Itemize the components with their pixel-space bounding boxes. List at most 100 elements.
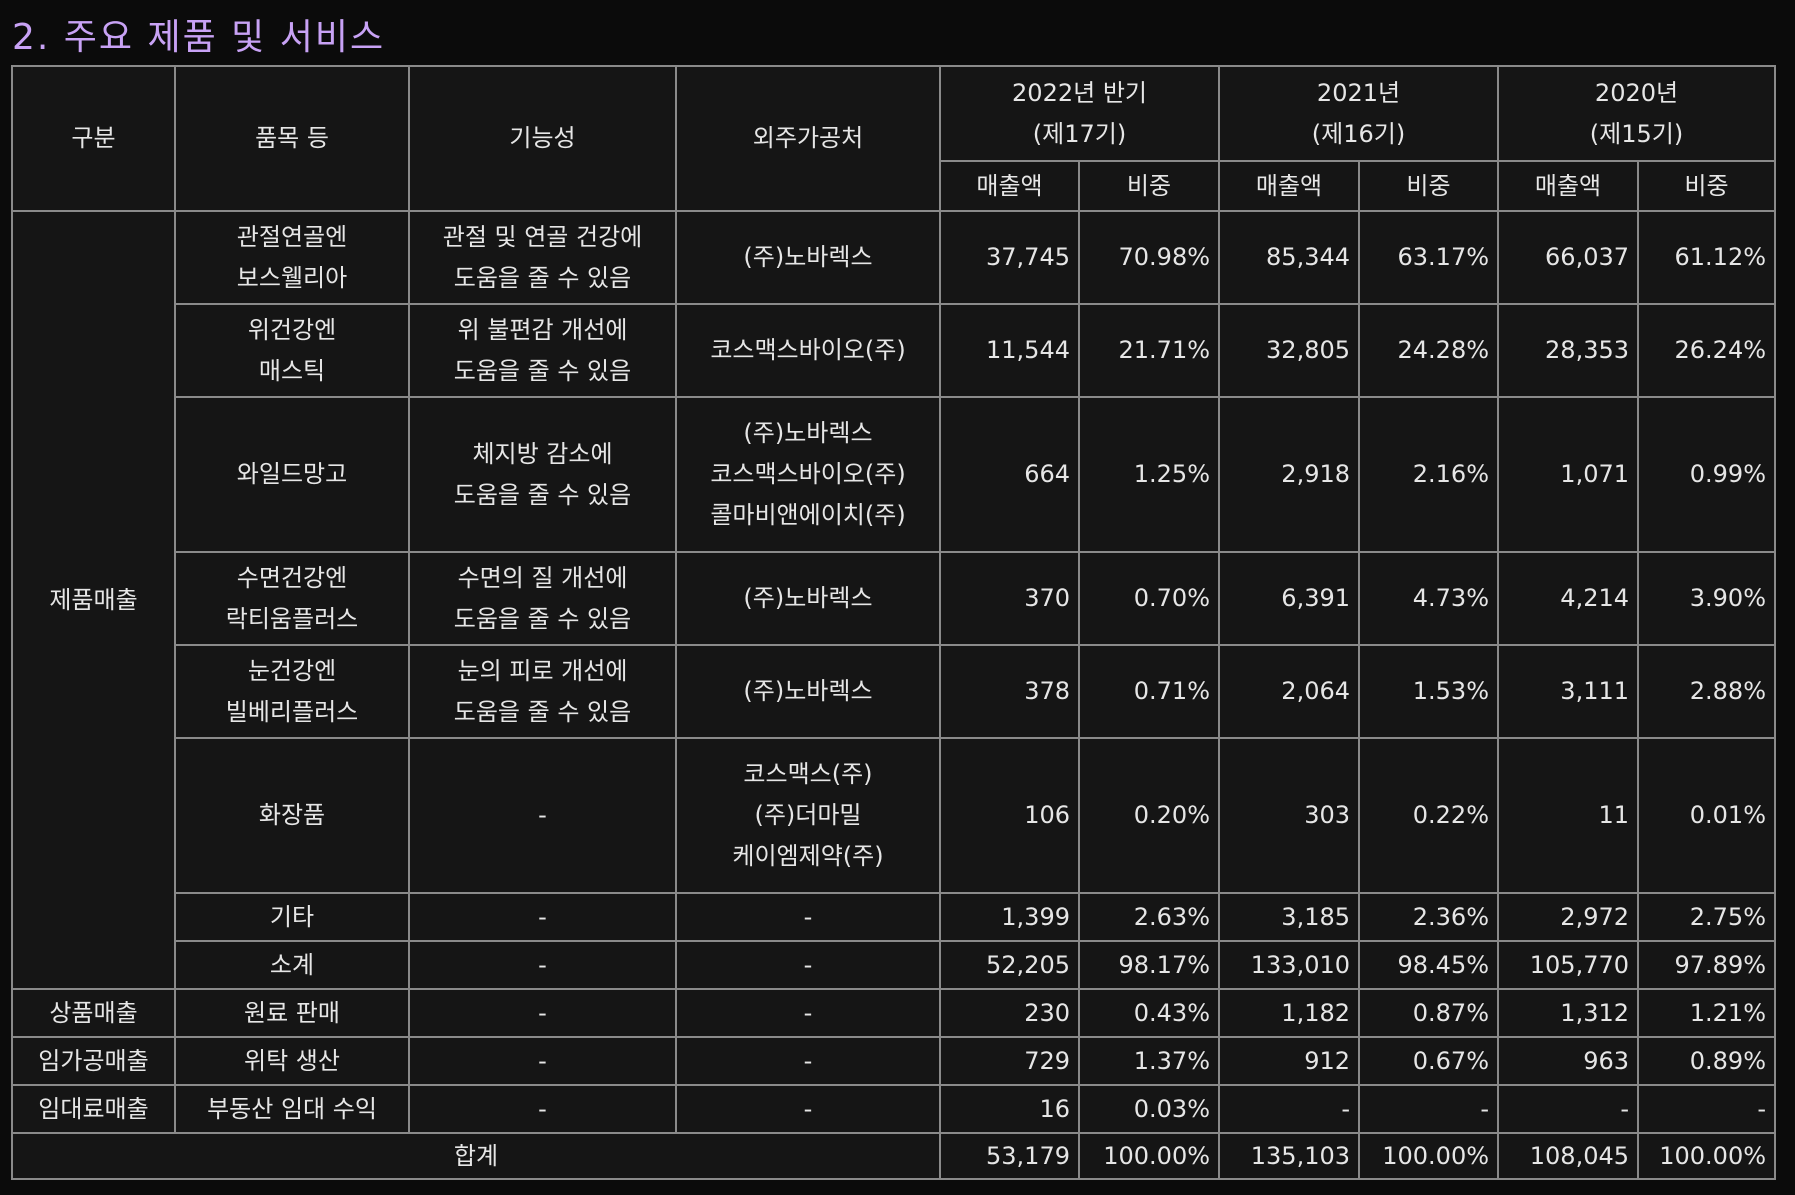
value-cell: 0.22% [1358,737,1500,894]
value-cell: 98.17% [1077,940,1221,990]
function-cell-line: - [538,950,547,979]
value-cell: 4.73% [1358,551,1500,646]
value-cell: 32,805 [1218,303,1361,398]
value-cell: 0.03% [1077,1084,1221,1134]
item-cell: 원료 판매 [174,988,410,1038]
function-cell-line: 도움을 줄 수 있음 [453,697,632,726]
value-cell: 0.67% [1358,1036,1500,1086]
function-cell: - [408,1036,677,1086]
header-cell: 품목 등 [174,65,410,212]
group-cell: 상품매출 [11,988,176,1038]
function-cell-line: 관절 및 연골 건강에 [442,222,643,251]
data-row: 임가공매출 위탁 생산 - - 729 1.37% 912 0.67% 963 0.89% [11,1036,1777,1086]
vendor-cell-line: - [803,950,813,979]
vendor-cell: - [675,1036,941,1086]
function-cell-line: 위 불편감 개선에 [457,315,628,344]
value-cell: 1.53% [1358,644,1500,739]
value-cell: - [1218,1084,1361,1134]
function-cell: - [408,1084,677,1134]
value-cell: 52,205 [939,940,1080,990]
data-row: 수면건강엔 락티움플러스 수면의 질 개선에 도움을 줄 수 있음 (주)노바렉스 370… [12,551,1777,646]
value-cell: 11,544 [939,303,1080,398]
value-cell: 1,071 [1497,396,1640,553]
value-cell: 70.98% [1077,210,1221,305]
product-table: 구분 품목 등 기능성 외주가공처 2022년 반기 (제17기) 2021년 (제16기) 2… [11,65,1777,1180]
function-cell-line: 눈의 피로 개선에 [457,656,628,685]
column-header: 비중 [1077,160,1221,212]
value-cell: 2.63% [1077,892,1221,942]
value-cell: 26.24% [1637,303,1777,398]
value-cell: 2,972 [1497,892,1640,942]
function-cell: - [408,988,677,1038]
item-cell: 수면건강엔 락티움플러스 [174,551,410,646]
total-row: 합계 53,179 100.00% 135,103 100.00% 108,045 100.… [11,1132,1777,1180]
total-value: 100.00% [1358,1132,1500,1180]
column-header: 비중 [1358,160,1500,212]
value-cell: 1,312 [1497,988,1640,1038]
data-row: 화장품 - 코스맥스(주) (주)더마밀 케이엠제약(주) 106 0.20% 303 0.22… [12,737,1777,894]
value-cell: 105,770 [1497,940,1640,990]
vendor-cell: (주)노바렉스 [675,210,941,305]
value-cell: 4,214 [1497,551,1640,646]
vendor-cell: (주)노바렉스 코스맥스바이오(주) 콜마비앤에이치(주) [675,396,941,553]
header-cell: 기능성 [408,65,677,212]
value-cell: 0.70% [1077,551,1221,646]
value-cell: - [1497,1084,1640,1134]
total-label: 합계 [11,1132,941,1180]
item-cell-line: 소계 [269,950,315,979]
column-header: 매출액 [1218,160,1361,212]
vendor-cell-line: 코스맥스(주) [743,760,873,788]
item-cell-line: 위탁 생산 [244,1046,340,1075]
header-row: 구분 품목 등 기능성 외주가공처 2022년 반기 (제17기) 2021년 (제16기) 2… [11,65,1777,212]
vendor-cell-line: 코스맥스바이오(주) [710,460,906,488]
data-row: 눈건강엔 빌베리플러스 눈의 피로 개선에 도움을 줄 수 있음 (주)노바렉스 378 0… [12,644,1777,739]
group-cell: 임가공매출 [11,1036,176,1086]
value-cell: 963 [1497,1036,1640,1086]
item-cell: 위건강엔 매스틱 [174,303,410,398]
item-cell-line: 화장품 [258,801,326,829]
header-cell: 구분 [11,65,176,212]
item-cell: 소계 [174,940,410,990]
item-cell-line: 원료 판매 [244,998,340,1027]
value-cell: 37,745 [939,210,1080,305]
group-cell: 임대료매출 [11,1084,176,1134]
vendor-cell-line: (주)노바렉스 [743,677,873,705]
title: 2. 주요 제품 및 서비스 [12,17,386,58]
value-cell: 2,918 [1218,396,1361,553]
value-cell: 303 [1218,737,1361,894]
value-cell: 0.43% [1077,988,1221,1038]
value-cell: 729 [939,1036,1080,1086]
item-cell-line: 보스웰리아 [236,263,348,292]
value-cell: 0.01% [1637,737,1777,894]
function-cell-line: - [538,1094,547,1123]
item-cell-line: 부동산 임대 수익 [207,1094,377,1123]
total-value: 53,179 [939,1132,1080,1180]
vendor-cell: - [675,1084,941,1134]
value-cell: 2.88% [1637,644,1777,739]
item-cell-line: 락티움플러스 [225,604,359,633]
total-value: 108,045 [1497,1132,1640,1180]
value-cell: 2,064 [1218,644,1361,739]
value-cell: 2.16% [1358,396,1500,553]
value-cell: 66,037 [1497,210,1640,305]
value-cell: 1.25% [1077,396,1221,553]
function-cell-line: 도움을 줄 수 있음 [453,356,632,385]
data-row: 기타 - - 1,399 2.63% 3,185 2.36% 2,972 2.75% [12,892,1777,942]
value-cell: 370 [939,551,1080,646]
item-cell-line: 눈건강엔 [247,656,337,685]
header-cell: 외주가공처 [675,65,941,212]
function-cell: - [408,737,677,894]
group-cell: 제품매출 [11,210,176,990]
value-cell: 106 [939,737,1080,894]
item-cell-line: 위건강엔 [247,315,337,344]
period-header: 2022년 반기 (제17기) [938,65,1221,162]
period-header-line: (제15기) [1589,119,1684,148]
total-value: 100.00% [1637,1132,1777,1180]
data-row: 소계 - - 52,205 98.17% 133,010 98.45% 105,770 97.8… [12,940,1777,990]
vendor-cell-line: - [803,998,813,1027]
vendor-cell-line: (주)더마밀 [754,801,862,829]
item-cell: 기타 [174,892,410,942]
function-cell-line: - [538,998,547,1027]
total-value: 135,103 [1218,1132,1361,1180]
